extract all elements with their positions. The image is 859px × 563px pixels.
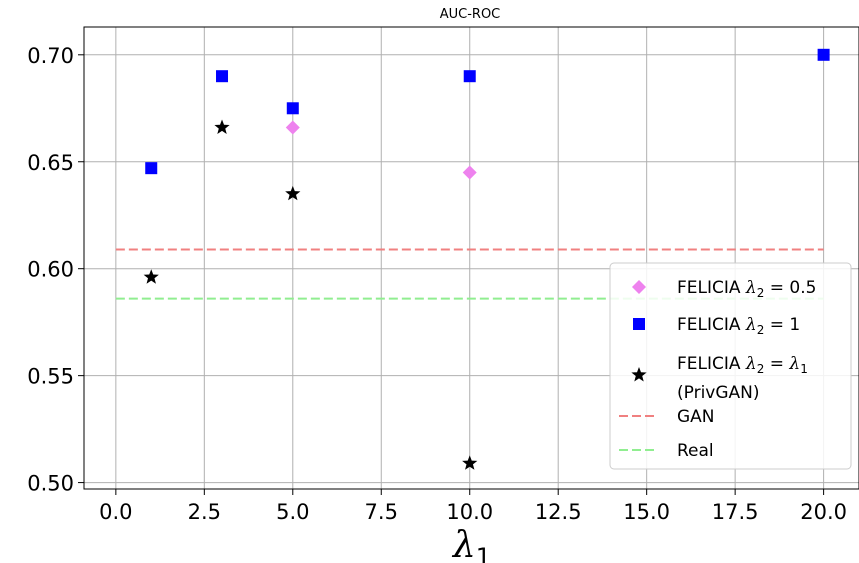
- legend-label-felicia-privgan: FELICIA λ2 = λ1: [677, 354, 808, 376]
- star-data-point: [143, 269, 159, 284]
- y-tick-label: 0.70: [27, 44, 74, 68]
- square-data-point: [216, 70, 229, 83]
- y-axis-ticks: 0.50 0.55 0.60 0.65 0.70: [27, 44, 84, 496]
- y-tick-label: 0.60: [27, 258, 74, 282]
- y-tick-label: 0.50: [27, 472, 74, 496]
- diamond-data-point: [285, 120, 300, 135]
- square-data-point: [817, 48, 830, 61]
- square-data-point: [145, 162, 158, 175]
- diamond-data-point: [462, 165, 477, 180]
- star-data-point: [462, 455, 478, 470]
- y-tick-label: 0.55: [27, 365, 74, 389]
- x-tick-label: 10.0: [446, 500, 493, 524]
- chart-title: AUC-ROC: [440, 7, 501, 22]
- star-data-point: [214, 119, 230, 134]
- x-axis-label: λ1: [451, 525, 491, 563]
- legend-label-felicia-0-5: FELICIA λ2 = 0.5: [677, 278, 816, 300]
- x-tick-label: 7.5: [365, 500, 398, 524]
- x-tick-label: 17.5: [712, 500, 759, 524]
- x-tick-label: 12.5: [535, 500, 582, 524]
- legend-diamond-marker: [632, 280, 646, 294]
- x-tick-label: 20.0: [800, 500, 847, 524]
- x-tick-label: 5.0: [276, 500, 309, 524]
- plot-frame: [83, 26, 859, 490]
- data-points: [143, 48, 830, 470]
- legend-label-real: Real: [677, 441, 714, 461]
- star-data-point: [285, 185, 301, 201]
- legend-box: [609, 262, 852, 470]
- square-data-point: [463, 70, 476, 83]
- x-axis-ticks: 0.0 2.5 5.0 7.5 10.0 12.5 15.0 17.5 20.0: [99, 489, 847, 524]
- square-data-point: [286, 102, 299, 115]
- legend: FELICIA λ2 = 0.5 FELICIA λ2 = 1 FELICIA λ2…: [609, 262, 852, 470]
- y-tick-label: 0.65: [27, 151, 74, 175]
- x-tick-label: 2.5: [188, 500, 221, 524]
- legend-square-marker: [633, 318, 645, 330]
- legend-label-gan: GAN: [677, 407, 715, 427]
- grid-lines: [84, 27, 859, 489]
- x-tick-label: 15.0: [623, 500, 670, 524]
- legend-label-felicia-1: FELICIA λ2 = 1: [677, 315, 800, 337]
- legend-label-privgan-line2: (PrivGAN): [677, 383, 760, 403]
- legend-star-marker: [631, 367, 647, 382]
- x-tick-label: 0.0: [99, 500, 132, 524]
